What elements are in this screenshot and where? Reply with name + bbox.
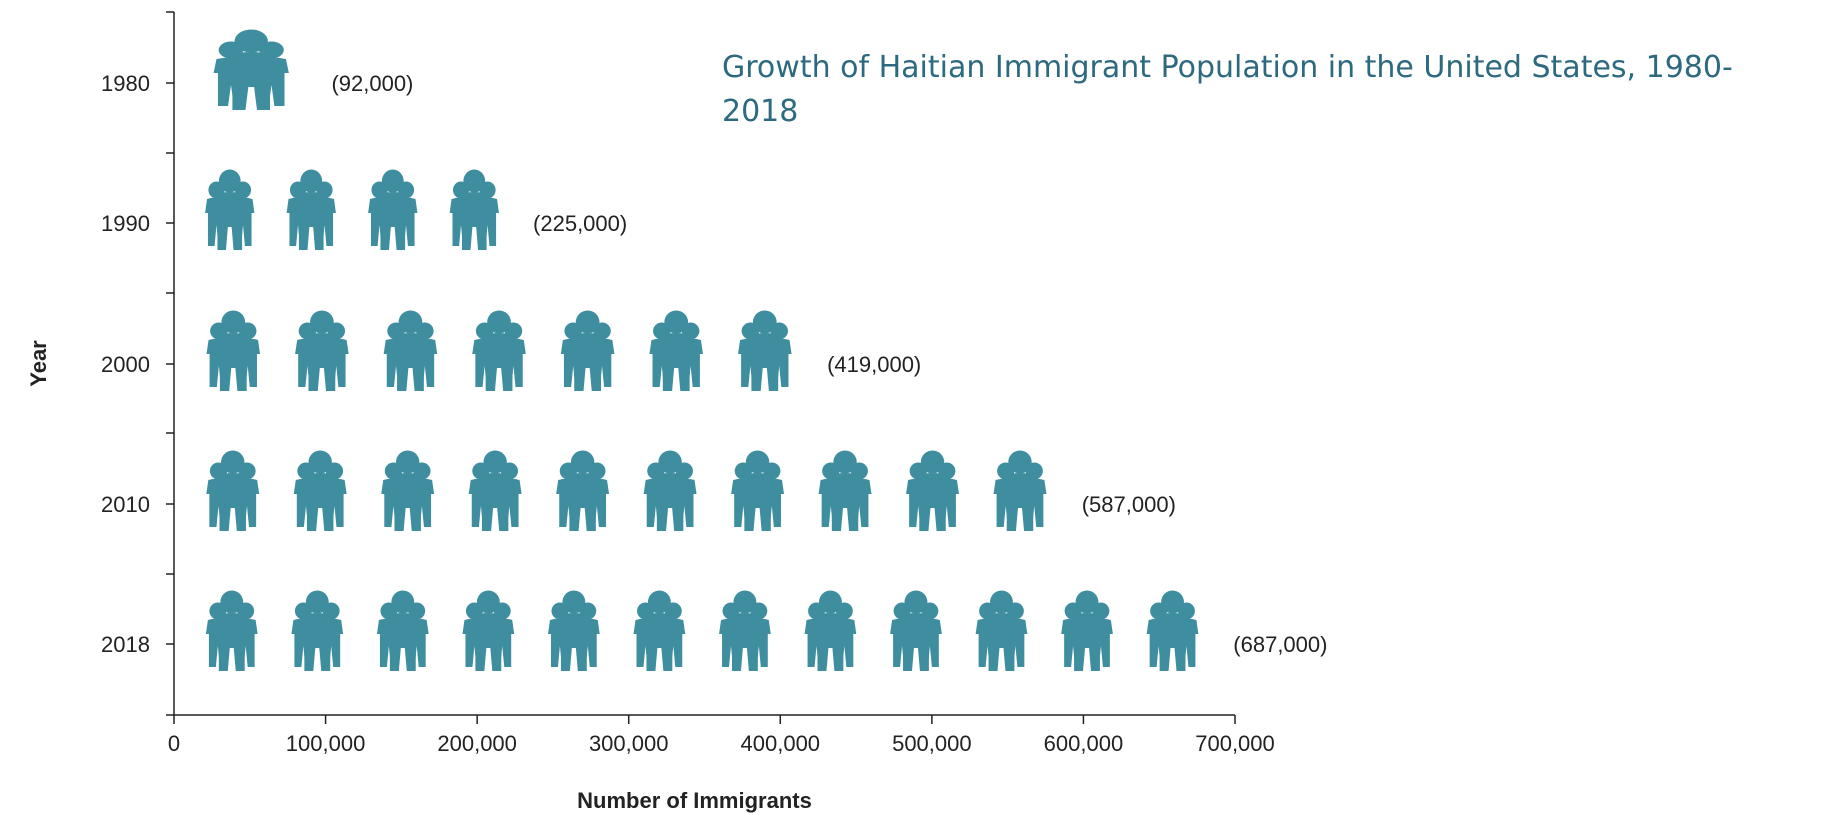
people-icon (381, 450, 435, 531)
people-icon (293, 450, 347, 531)
people-icon (206, 310, 261, 391)
people-icon (468, 450, 522, 531)
people-icon (556, 450, 610, 531)
people-icon (738, 310, 792, 391)
people-icon (643, 450, 697, 531)
people-icon (376, 590, 429, 671)
data-label: (92,000) (331, 71, 413, 96)
people-icon (368, 169, 418, 250)
y-tick-label: 2010 (101, 492, 150, 517)
people-icon (449, 169, 499, 250)
data-label: (419,000) (827, 352, 921, 377)
people-icon (295, 310, 349, 391)
people-icon (560, 310, 615, 391)
x-tick-label: 200,000 (437, 731, 517, 756)
people-icon (719, 590, 771, 671)
people-icon (291, 590, 344, 671)
chart-labels: 0 100,000 200,000 300,000 400,000 500,000 600,… (26, 71, 1327, 813)
bar-1990 (205, 169, 499, 250)
bar-1980 (213, 29, 289, 110)
y-axis-title: Year (26, 340, 51, 387)
x-tick-label: 500,000 (892, 731, 972, 756)
y-tick-label: 2000 (101, 352, 150, 377)
bar-2010 (206, 450, 1047, 531)
x-tick-label: 400,000 (741, 731, 821, 756)
people-icon (818, 450, 872, 531)
axes (166, 11, 1236, 724)
people-icon (205, 590, 258, 671)
people-icon (462, 590, 515, 671)
people-icon (731, 450, 785, 531)
data-label: (587,000) (1082, 492, 1176, 517)
bar-2000 (206, 310, 792, 391)
people-icon (548, 590, 600, 671)
people-icon (286, 169, 336, 250)
people-icon (804, 590, 857, 671)
x-tick-label: 700,000 (1195, 731, 1275, 756)
x-tick-label: 300,000 (589, 731, 669, 756)
y-tick-label: 2018 (101, 632, 150, 657)
bar-2018 (205, 590, 1199, 671)
people-icon (205, 169, 255, 250)
people-icon (472, 310, 526, 391)
people-icon (906, 450, 959, 531)
data-label: (687,000) (1233, 632, 1327, 657)
people-icon (1146, 590, 1199, 671)
people-icon (890, 590, 942, 671)
people-icon (633, 590, 686, 671)
x-tick-label: 600,000 (1044, 731, 1124, 756)
people-icon (993, 450, 1047, 531)
people-icon (1061, 590, 1113, 671)
x-axis-title: Number of Immigrants (577, 788, 812, 813)
data-label: (225,000) (533, 211, 627, 236)
y-tick-label: 1980 (101, 71, 150, 96)
pictograph-marks (205, 29, 1199, 671)
people-icon (206, 450, 260, 531)
x-tick-label: 0 (168, 731, 180, 756)
chart-title: Growth of Haitian Immigrant Population i… (722, 50, 1733, 129)
x-tick-label: 100,000 (286, 731, 366, 756)
people-icon (383, 310, 438, 391)
people-icon (649, 310, 703, 391)
people-icon (975, 590, 1028, 671)
people-icon (213, 29, 289, 110)
y-tick-label: 1990 (101, 211, 150, 236)
